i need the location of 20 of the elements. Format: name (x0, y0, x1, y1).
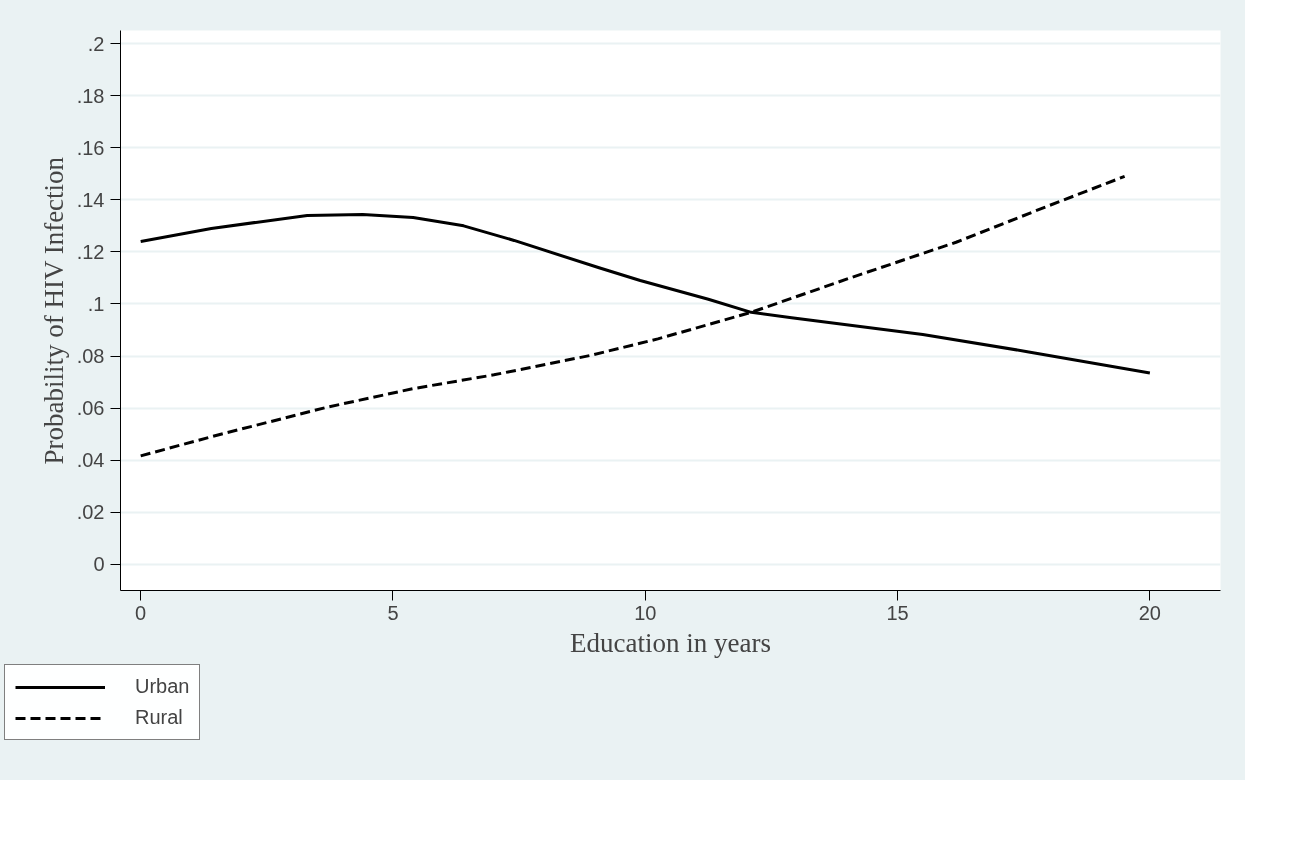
y-tick-label: .18 (76, 84, 105, 107)
y-tick-label: .14 (76, 188, 105, 211)
y-tick-label: .16 (76, 136, 105, 159)
y-tick-label: .12 (76, 240, 105, 263)
x-tick-label: 20 (1138, 601, 1161, 624)
y-tick-label: .08 (76, 345, 105, 368)
y-tick-label: 0 (93, 553, 105, 576)
y-tick-label: .2 (87, 32, 105, 55)
x-tick-label: 5 (387, 601, 399, 624)
x-tick-label: 0 (135, 601, 147, 624)
y-axis-title: Probability of HIV Infection (38, 156, 69, 465)
y-tick-label: .06 (76, 397, 105, 420)
y-tick-label: .04 (76, 449, 105, 472)
x-tick-label: 15 (886, 601, 909, 624)
y-tick-label: .1 (87, 292, 105, 315)
y-tick-label: .02 (76, 501, 105, 524)
x-tick-label: 10 (634, 601, 657, 624)
x-axis-title: Education in years (570, 627, 771, 658)
legend-label: Urban (135, 675, 190, 698)
legend-label: Rural (135, 706, 183, 729)
